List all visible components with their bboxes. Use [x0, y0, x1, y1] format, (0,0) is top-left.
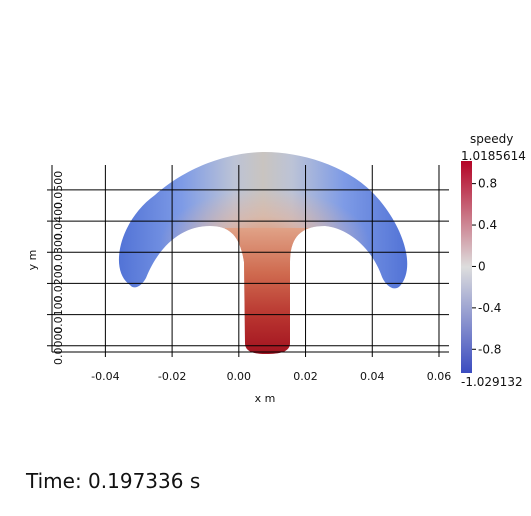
field-surface — [119, 150, 407, 358]
colorbar-tick-label: -0.4 — [478, 301, 501, 315]
colorbar-tick-label: 0.4 — [478, 218, 497, 232]
colorbar-bar — [461, 161, 472, 373]
time-readout: Time: 0.197336 s — [26, 469, 200, 493]
colorbar-ticks: 0.8 0.4 0 -0.4 -0.8 — [472, 177, 501, 357]
colorbar-tick-label: -0.8 — [478, 342, 501, 356]
x-tick-label: 0.04 — [360, 370, 385, 383]
stem-overlay — [225, 228, 310, 358]
y-axis-title: y m — [26, 250, 39, 271]
colorbar: speedy 1.0185614 0.8 0.4 0 -0.4 -0.8 -1.0291… — [461, 132, 526, 389]
x-tick-label: -0.02 — [158, 370, 186, 383]
x-axis-title: x m — [255, 392, 276, 405]
x-axis-ticks: -0.04 -0.02 0.00 0.02 0.04 0.06 — [91, 352, 451, 383]
x-tick-label: 0.06 — [427, 370, 452, 383]
x-tick-label: -0.04 — [91, 370, 119, 383]
x-tick-label: 0.00 — [227, 370, 252, 383]
colorbar-tick-label: 0.8 — [478, 177, 497, 191]
colorbar-tick-label: 0 — [478, 259, 486, 273]
colorbar-title: speedy — [470, 132, 513, 146]
y-tick-label: 0.0500 — [52, 171, 65, 210]
x-tick-label: 0.02 — [293, 370, 318, 383]
colorbar-max-label: 1.0185614 — [461, 149, 526, 163]
colorbar-min-label: -1.029132 — [461, 375, 523, 389]
